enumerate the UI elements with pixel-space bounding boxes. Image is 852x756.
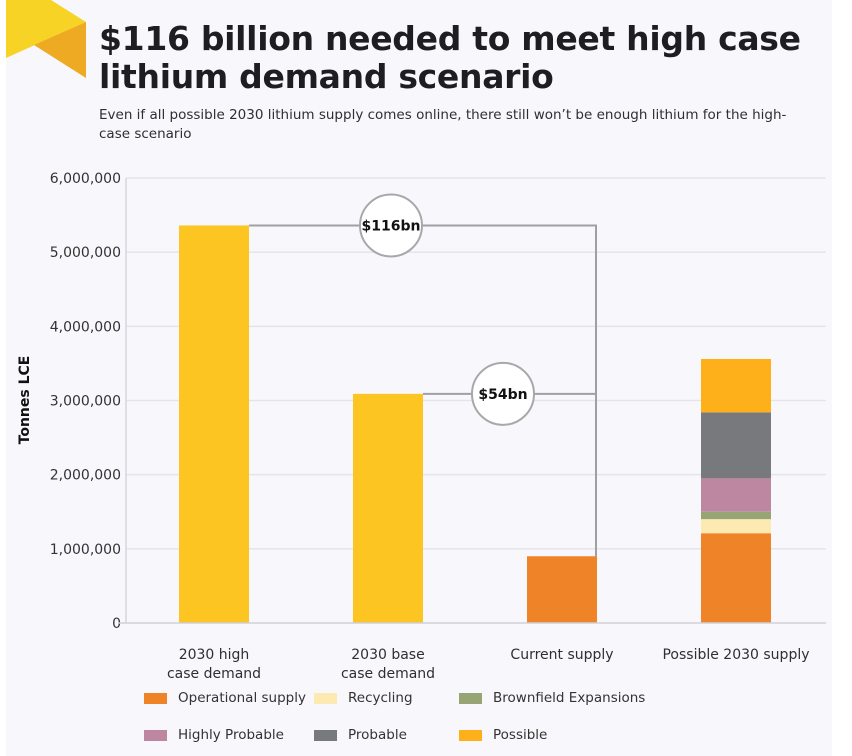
x-category-label: case demand [341,666,435,682]
background-panel [6,0,832,756]
legend-swatch [459,692,482,704]
annotation-label: $116bn [362,218,421,234]
legend-item: Highly Probable [144,727,284,743]
legend-label: Operational supply [178,690,306,706]
bar-possible [701,358,771,413]
bar-demand [179,225,249,623]
bar-chart: 0 1,000,000 2,000,000 3,000,000 4,000,000 5,0… [17,171,826,682]
bar-operational-supply [527,556,597,623]
ribbon-logo-icon [6,0,86,78]
x-axis-categories: 2030 high case demand 2030 base case demand… [167,647,810,682]
legend-swatch [314,729,337,741]
bar-probable [701,412,771,479]
y-axis-ticks: 0 1,000,000 2,000,000 3,000,000 4,000,000 5,0… [50,171,121,632]
y-tick-label: 2,000,000 [50,468,121,484]
page-subtitle: Even if all possible 2030 lithium supply… [99,107,787,142]
y-tick-label: 1,000,000 [50,542,121,558]
x-category-label: 2030 high [179,647,250,663]
legend-label: Possible [493,727,548,743]
bar-recycling [701,519,771,534]
bar-highly-probable [701,478,771,512]
ribbon-dark [34,22,86,78]
legend-item: Recycling [314,690,413,706]
annotation-label: $54bn [478,387,527,403]
legend-label: Brownfield Expansions [493,690,646,706]
legend-swatch [144,692,167,704]
y-tick-label: 6,000,000 [50,171,121,187]
legend-swatch [144,729,167,741]
annotation-circle [359,193,423,258]
legend-item: Probable [314,727,407,743]
legend-label: Recycling [348,690,413,706]
legend-item: Possible [459,727,547,743]
page-title: $116 billion needed to meet high case li… [99,19,801,96]
y-tick-label: 0 [112,616,121,632]
y-tick-label: 5,000,000 [50,245,121,261]
x-category-label: Possible 2030 supply [662,647,809,663]
x-category-label: Current supply [510,647,613,663]
y-tick-label: 4,000,000 [50,319,121,335]
y-tick-label: 3,000,000 [50,394,121,410]
bars [179,225,771,623]
bar-demand [353,393,423,623]
legend-item: Operational supply [144,690,306,706]
legend-swatch [459,729,482,741]
gap-annotations: $116bn $54bn [359,193,535,426]
legend-label: Highly Probable [178,727,284,743]
annotation-circle [471,361,535,426]
bar-operational-supply [701,533,771,623]
x-category-label: case demand [167,666,261,682]
y-axis-label: Tonnes LCE [17,356,33,445]
ribbon-light [6,0,86,58]
bar-brownfield-expansions [701,511,771,520]
legend-item: Brownfield Expansions [459,690,645,706]
x-category-label: 2030 base [351,647,424,663]
legend-label: Probable [348,727,407,743]
legend-swatch [314,692,337,704]
